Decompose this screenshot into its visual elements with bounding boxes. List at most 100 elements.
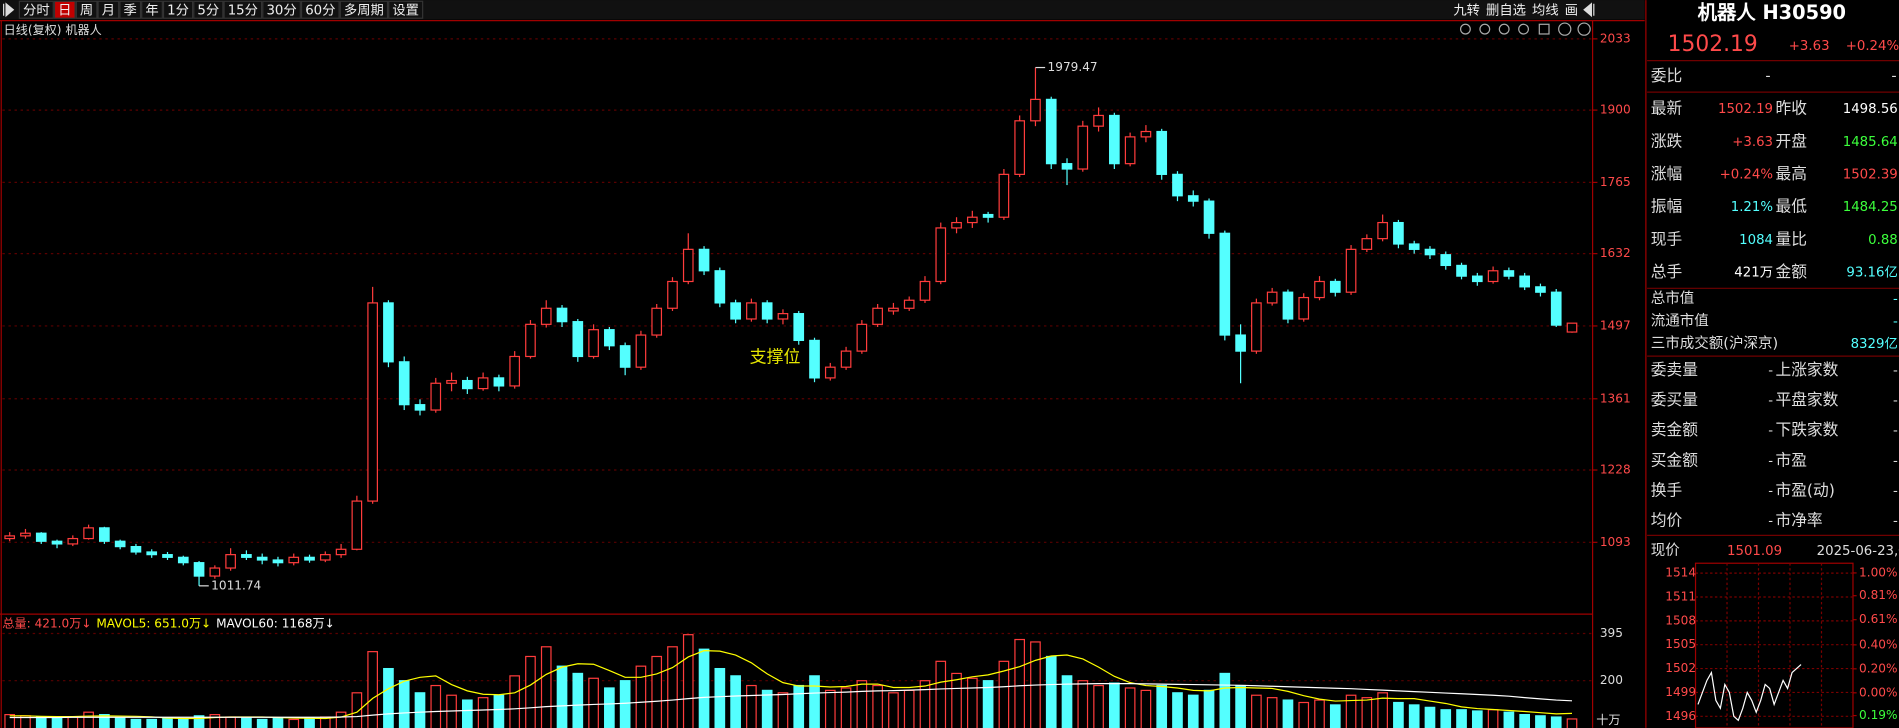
icon[interactable] (1518, 23, 1530, 35)
tool-button[interactable]: 画 (1565, 3, 1578, 18)
tab[interactable]: 季 (124, 2, 137, 18)
tab-bg[interactable] (193, 0, 224, 19)
tab-bg[interactable] (162, 0, 194, 19)
tool-icons[interactable] (1459, 22, 1591, 36)
tab-bg[interactable] (97, 0, 120, 19)
tab-bg[interactable] (339, 0, 389, 19)
intraday-line (1697, 664, 1802, 722)
tab[interactable]: 15分 (228, 2, 258, 18)
candle-body (1045, 98, 1057, 165)
tab[interactable]: 日 (58, 3, 71, 18)
tab-bg[interactable] (388, 0, 424, 19)
quote-value: 0.88 (1868, 233, 1898, 248)
tab[interactable]: 5分 (197, 2, 219, 18)
tab-bg[interactable] (141, 0, 163, 19)
nav-icon[interactable] (3, 2, 15, 18)
market-value: 8329亿 (1851, 336, 1898, 352)
tool-button[interactable]: 删自选 (1486, 2, 1526, 18)
icon[interactable] (1498, 23, 1510, 35)
volume-bar (1061, 675, 1073, 728)
candle-body (888, 307, 899, 312)
quote-value: - (1768, 364, 1773, 379)
tab-bg[interactable] (18, 0, 54, 19)
icon[interactable] (1459, 23, 1471, 35)
icon[interactable] (1558, 22, 1572, 36)
candle-body (1408, 243, 1420, 250)
tab[interactable]: 多周期 (344, 1, 384, 18)
candle-body (335, 548, 347, 556)
candle-body (1030, 98, 1041, 122)
candle-body (982, 213, 994, 218)
tab[interactable]: 1分 (167, 2, 189, 18)
tab-bg[interactable] (300, 0, 340, 19)
quote-label: 最高 (1775, 164, 1806, 183)
y-tick-label: 1361 (1600, 391, 1631, 405)
volume-bar (809, 675, 820, 728)
volume-bar (919, 680, 931, 728)
volume-bar (556, 665, 568, 728)
candle-body (1156, 130, 1168, 175)
volume-bar (1140, 689, 1152, 728)
tab[interactable]: 设置 (392, 2, 419, 18)
candle-body (1093, 114, 1104, 127)
candle-body (951, 221, 962, 229)
tool-button[interactable]: 均线 (1532, 2, 1559, 18)
tab[interactable]: 60分 (305, 2, 335, 18)
tab[interactable]: 周 (80, 3, 93, 18)
quote-label: 委比 (1651, 66, 1682, 85)
tab-bg[interactable] (119, 0, 142, 19)
candle-body (919, 280, 931, 301)
quote-value: 1502.19 (1718, 102, 1773, 117)
tab-bg[interactable] (223, 0, 263, 19)
volume-bar (1456, 709, 1467, 728)
quote-change-pct: +0.24% (1846, 39, 1899, 54)
candle-body (714, 270, 726, 304)
volume-bar (130, 718, 142, 728)
tool-button[interactable]: 九转 (1453, 2, 1480, 18)
tab[interactable]: 月 (102, 3, 115, 18)
volume-bar (746, 684, 757, 728)
y2-tick-label: 0.81% (1859, 588, 1897, 602)
nav-icon[interactable] (1583, 2, 1595, 18)
candle-body (998, 173, 1010, 218)
volume-bar (430, 684, 442, 728)
tab-bg[interactable] (262, 0, 301, 19)
now-value: 1501.09 (1727, 544, 1782, 559)
icon[interactable] (1479, 23, 1491, 35)
volume-bar (1077, 680, 1089, 728)
tab[interactable]: 年 (145, 2, 158, 18)
candle-body (1345, 248, 1357, 293)
market-value: - (1893, 292, 1898, 307)
ma-line (9, 683, 1573, 719)
volume-bar (1282, 699, 1294, 728)
volume-bar (146, 718, 158, 728)
quote-label: 下跌家数 (1775, 420, 1838, 439)
quote-label: 最低 (1775, 197, 1807, 216)
y2-tick-label: 1.00% (1859, 565, 1897, 579)
candle-body (83, 527, 94, 540)
tab-bg[interactable] (75, 0, 98, 19)
candle-body (67, 537, 79, 545)
candle-body (572, 321, 584, 358)
quote-label: 最新 (1651, 99, 1683, 118)
icon[interactable] (1577, 22, 1591, 36)
tab[interactable]: 分时 (23, 2, 50, 18)
y-tick-label: 1632 (1600, 246, 1631, 260)
candle-body (493, 377, 505, 387)
market-label: 三市成交额(沪深京) (1651, 334, 1778, 352)
volume-bar (272, 717, 284, 728)
candle-body (1109, 114, 1120, 165)
candle-body (1298, 296, 1310, 320)
candle-body (477, 377, 489, 390)
tab[interactable]: 30分 (266, 2, 296, 18)
volume-bar (1393, 701, 1404, 728)
candle-body (588, 329, 599, 358)
tab-bg[interactable] (53, 0, 76, 19)
volume-bar (604, 687, 615, 728)
volume-bar (446, 694, 457, 728)
candle-body (856, 323, 868, 352)
volume-bar (667, 646, 678, 728)
quote-label: 振幅 (1651, 197, 1682, 216)
icon[interactable] (1538, 23, 1550, 35)
volume-bar (1219, 672, 1231, 728)
